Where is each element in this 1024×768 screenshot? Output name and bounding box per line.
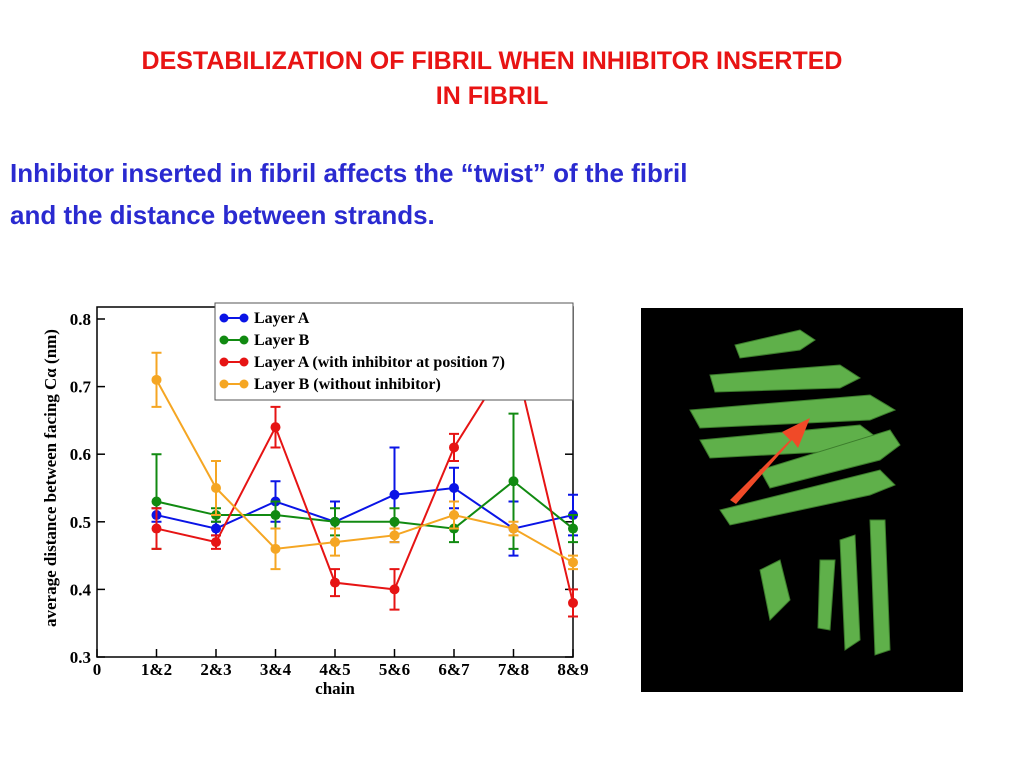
x-tick-label: 5&6	[379, 660, 410, 679]
data-point	[568, 557, 578, 568]
x-tick-label: 4&5	[319, 660, 350, 679]
x-tick-label: 2&3	[200, 660, 231, 679]
title-line: DESTABILIZATION OF FIBRIL WHEN INHIBITOR…	[141, 47, 843, 75]
data-point	[151, 374, 162, 385]
y-tick-label: 0.5	[70, 513, 91, 532]
data-point	[449, 510, 459, 521]
data-point	[389, 516, 400, 527]
y-axis-label: average distance between facing Cα (nm)	[41, 329, 60, 627]
data-point	[211, 483, 221, 493]
legend-marker	[219, 379, 229, 389]
data-point	[330, 537, 340, 548]
legend-label: Layer B	[254, 332, 310, 349]
subtitle-line: Inhibitor inserted in fibril affects the…	[10, 158, 688, 188]
data-point	[270, 510, 281, 521]
data-point	[151, 496, 162, 507]
x-axis-label: chain	[315, 679, 355, 698]
legend-box	[214, 302, 574, 401]
y-tick-label: 0.4	[70, 580, 92, 599]
legend-marker	[239, 357, 249, 367]
data-point	[389, 530, 400, 541]
legend-marker	[239, 379, 249, 389]
data-point	[270, 422, 281, 433]
x-tick-label: 3&4	[260, 660, 292, 679]
slide-subtitle: Inhibitor inserted in fibril affects the…	[10, 152, 687, 236]
legend-marker	[239, 335, 249, 345]
series-line	[155, 379, 574, 564]
x-tick-label: 6&7	[438, 660, 470, 679]
data-point	[389, 584, 400, 595]
x-tick-label: 0	[93, 660, 102, 679]
data-point	[330, 577, 340, 588]
data-point	[449, 483, 459, 493]
series-line	[156, 479, 574, 530]
legend-label: Layer B (without inhibitor)	[254, 376, 441, 393]
x-tick-label: 8&9	[557, 660, 588, 679]
legend-marker	[219, 313, 229, 323]
subtitle-line: and the distance between strands.	[10, 200, 435, 230]
data-point	[211, 523, 221, 534]
slide-title: DESTABILIZATION OF FIBRIL WHEN INHIBITOR…	[0, 44, 984, 114]
protein-image	[641, 308, 963, 692]
legend-label: Layer A (with inhibitor at position 7)	[254, 354, 505, 371]
data-point	[449, 442, 459, 453]
title-line: IN FIBRIL	[435, 82, 549, 110]
legend-marker	[219, 357, 229, 367]
data-point	[568, 523, 578, 534]
y-tick-label: 0.8	[70, 310, 91, 329]
legend-label: Layer A	[254, 310, 310, 327]
data-point	[330, 516, 340, 527]
data-point	[211, 537, 221, 548]
y-tick-label: 0.6	[70, 445, 91, 464]
data-point	[389, 489, 400, 500]
data-point	[508, 523, 519, 534]
data-point	[151, 523, 162, 534]
legend: Layer A Layer B Layer A (with inhibitor at…	[214, 302, 574, 401]
x-tick-label: 1&2	[141, 660, 172, 679]
x-tick-label: 7&8	[498, 660, 529, 679]
y-tick-label: 0.3	[70, 648, 91, 667]
legend-marker	[239, 313, 249, 323]
data-point	[508, 476, 519, 487]
data-point	[568, 597, 578, 608]
y-tick-label: 0.7	[70, 378, 92, 397]
legend-marker	[219, 335, 229, 345]
data-point	[270, 543, 281, 554]
